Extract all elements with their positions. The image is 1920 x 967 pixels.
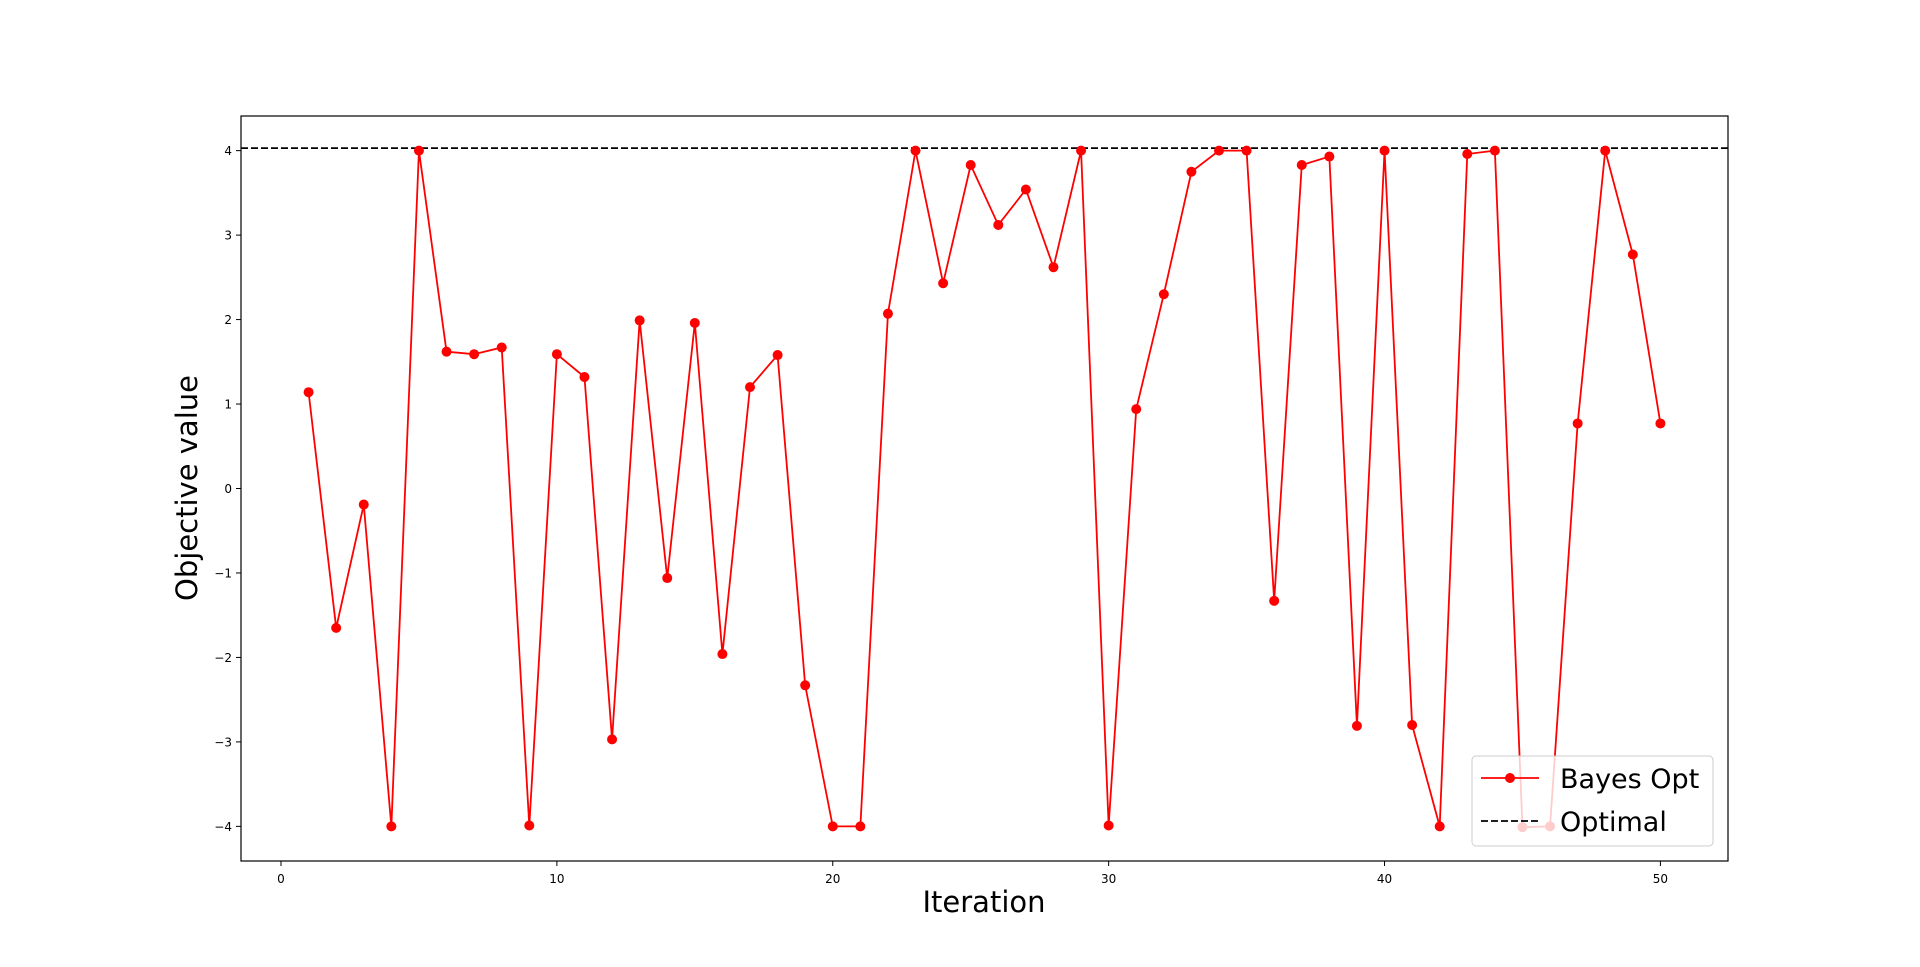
x-tick-label: 30 (1101, 872, 1116, 886)
data-point (1351, 720, 1362, 731)
data-point (689, 317, 700, 328)
bayes-opt-line (307, 149, 1662, 829)
x-tick-label: 0 (277, 872, 285, 886)
data-point (524, 820, 535, 831)
data-point (1269, 595, 1280, 606)
data-point (386, 821, 397, 832)
plot-area (241, 145, 1728, 833)
data-point (965, 159, 976, 170)
legend: Bayes Opt Optimal (1471, 755, 1714, 847)
y-tick-label: −2 (214, 651, 232, 665)
data-point (882, 308, 893, 319)
data-point (634, 315, 645, 326)
data-point (1103, 820, 1114, 831)
data-point (1241, 145, 1252, 156)
data-point (1434, 821, 1445, 832)
y-axis-label: Objective value (170, 375, 204, 601)
y-tick-label: −4 (214, 820, 232, 834)
y-tick-label: 3 (224, 229, 232, 243)
x-tick-label: 50 (1653, 872, 1668, 886)
axes-frame (240, 115, 1729, 862)
data-point (496, 342, 507, 353)
y-tick-label: 4 (224, 144, 232, 158)
data-point (993, 219, 1004, 230)
data-point (1296, 159, 1307, 170)
data-point (855, 821, 866, 832)
y-tick-label: 0 (224, 482, 232, 496)
data-point (772, 350, 783, 361)
data-point (1048, 262, 1059, 273)
data-point (910, 145, 921, 156)
data-point (745, 382, 756, 393)
data-point (469, 349, 480, 360)
data-point (1655, 418, 1666, 429)
data-point (1600, 145, 1611, 156)
data-point (1020, 184, 1031, 195)
legend-marker-bayes (1505, 773, 1515, 783)
data-point (1186, 166, 1197, 177)
y-tick-label: −3 (214, 735, 232, 749)
legend-label-bayes: Bayes Opt (1560, 764, 1699, 795)
data-point (413, 145, 424, 156)
x-ticks: 0 10 20 30 40 50 (277, 861, 1668, 886)
data-point (938, 278, 949, 289)
data-point (441, 346, 452, 357)
data-point (717, 649, 728, 660)
data-point (551, 349, 562, 360)
y-tick-label: 1 (224, 398, 232, 412)
x-axis-label: Iteration (922, 885, 1045, 919)
legend-label-optimal: Optimal (1560, 807, 1667, 838)
data-point (800, 680, 811, 691)
y-ticks: −4 −3 −2 −1 0 1 2 3 4 (214, 144, 241, 834)
x-tick-label: 10 (549, 872, 564, 886)
data-point (1627, 249, 1638, 260)
data-point (1462, 149, 1473, 160)
data-point (1379, 145, 1390, 156)
data-point (1489, 145, 1500, 156)
data-point (331, 622, 342, 633)
data-point (1572, 418, 1583, 429)
data-point (1407, 720, 1418, 731)
data-point (303, 387, 314, 398)
data-point (1213, 145, 1224, 156)
x-tick-label: 40 (1377, 872, 1392, 886)
x-tick-label: 20 (825, 872, 840, 886)
data-point (607, 734, 618, 745)
data-point (1158, 289, 1169, 300)
data-point (1324, 151, 1335, 162)
data-point (662, 573, 673, 584)
data-point (1076, 145, 1087, 156)
data-point (827, 821, 838, 832)
data-point (1131, 404, 1142, 415)
data-point (358, 499, 369, 510)
data-point (579, 372, 590, 383)
y-tick-label: 2 (224, 313, 232, 327)
y-tick-label: −1 (214, 566, 232, 580)
